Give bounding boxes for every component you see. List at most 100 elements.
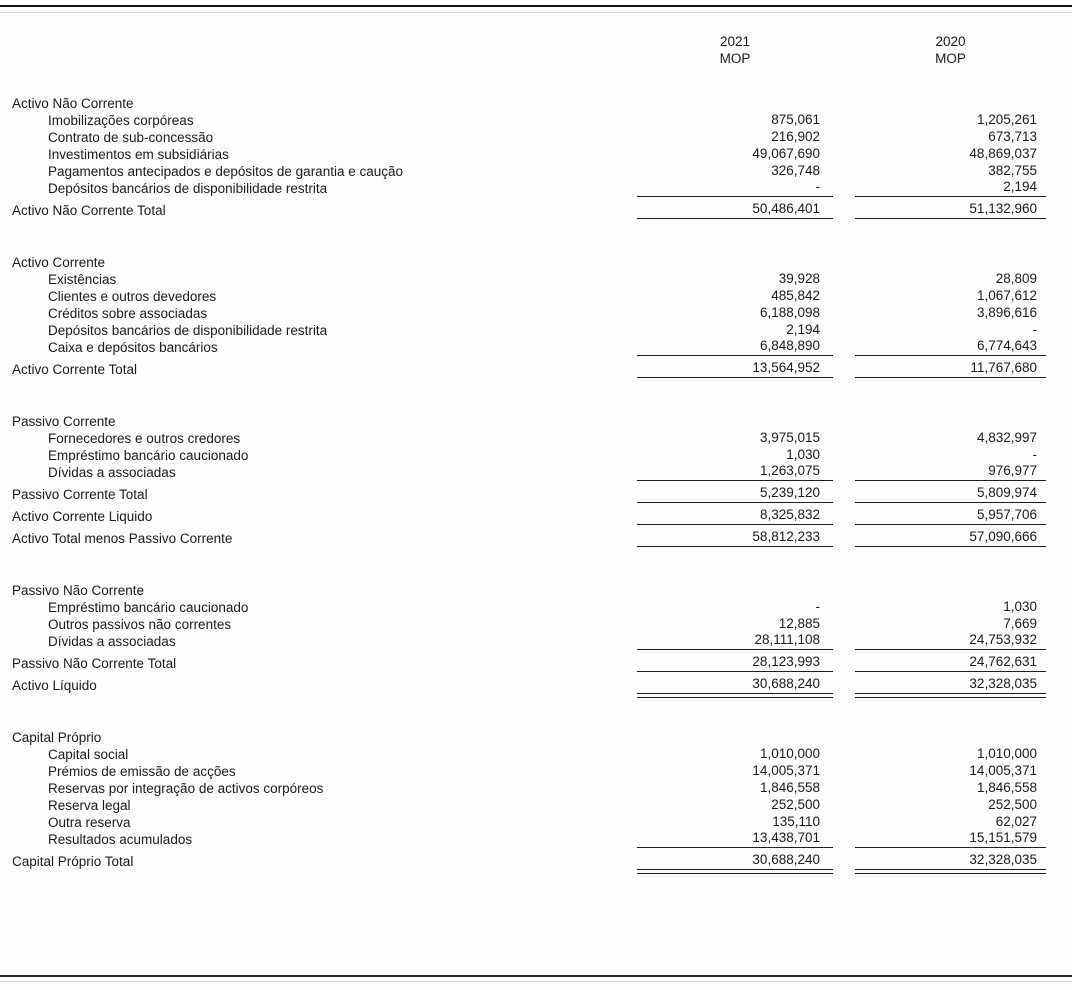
line-item-row: Depósitos bancários de disponibilidade r…: [12, 322, 1046, 339]
value-2021: 216,902: [771, 129, 820, 144]
value-2021: 30,688,240: [637, 676, 833, 698]
total-row: Capital Próprio Total 30,688,240 32,328,03…: [12, 852, 1046, 874]
total-row: Activo Total menos Passivo Corrente 58,81…: [12, 529, 1046, 547]
section-header-row: Capital Próprio: [12, 729, 1046, 746]
value-2020: 1,030: [1003, 599, 1037, 614]
value-2020: 57,090,666: [855, 529, 1046, 547]
line-item-row: Empréstimo bancário caucionado 1,030 -: [12, 447, 1046, 464]
row-label: Passivo Corrente Total: [12, 487, 148, 502]
line-item-row: Reservas por integração de activos corpó…: [12, 780, 1046, 797]
spacer-row: [12, 382, 1046, 413]
row-label: Capital Próprio Total: [12, 854, 134, 869]
bottom-border-shadow-line: [0, 981, 1072, 982]
row-label: Clientes e outros devedores: [48, 289, 217, 304]
row-label: Resultados acumulados: [48, 832, 193, 847]
top-border-shadow-line: [0, 12, 1072, 13]
value-2021: 875,061: [771, 112, 820, 127]
line-item-row: Resultados acumulados 13,438,701 15,151,57…: [12, 830, 1046, 848]
value-2021: 30,688,240: [637, 852, 833, 874]
value-2020: 1,846,558: [976, 780, 1037, 795]
row-label: Passivo Não Corrente: [12, 583, 145, 598]
table-rows: Activo Não Corrente Imobilizações corpóre…: [12, 95, 1046, 874]
value-2021: 1,010,000: [759, 746, 820, 761]
value-2020: 14,005,371: [969, 763, 1037, 778]
value-2021: -: [637, 179, 833, 197]
row-label: Pagamentos antecipados e depósitos de ga…: [48, 164, 404, 179]
value-2020: 6,774,643: [855, 338, 1046, 356]
value-2021: 326,748: [771, 163, 820, 178]
total-row: Passivo Não Corrente Total 28,123,993 24,7…: [12, 654, 1046, 672]
line-item-row: Caixa e depósitos bancários 6,848,890 6,77…: [12, 338, 1046, 356]
total-row: Activo Corrente Total 13,564,952 11,767,68…: [12, 360, 1046, 378]
statement-table: 2021 MOP 2020 MOP Activo Não Corrente Imo…: [12, 33, 1046, 874]
row-label: Investimentos em subsidiárias: [48, 147, 229, 162]
value-2021: 2,194: [786, 322, 820, 337]
value-2021: 3,975,015: [759, 430, 820, 445]
value-2021: 14,005,371: [752, 763, 820, 778]
row-label: Activo Total menos Passivo Corrente: [12, 531, 233, 546]
col-2020-year: 2020: [935, 34, 966, 49]
col-2020-currency: MOP: [935, 51, 966, 66]
column-headers-row: 2021 MOP 2020 MOP: [12, 33, 1046, 67]
line-item-row: Pagamentos antecipados e depósitos de ga…: [12, 163, 1046, 180]
line-item-row: Depósitos bancários de disponibilidade r…: [12, 179, 1046, 197]
line-item-row: Créditos sobre associadas 6,188,098 3,896,…: [12, 305, 1046, 322]
row-label: Outra reserva: [48, 815, 131, 830]
row-label: Activo Corrente Total: [12, 362, 138, 377]
line-item-row: Reserva legal 252,500 252,500: [12, 797, 1046, 814]
spacer-row: [12, 223, 1046, 254]
row-label: Outros passivos não correntes: [48, 617, 232, 632]
value-2020: 24,762,631: [855, 654, 1046, 672]
value-2020: 24,753,932: [855, 632, 1046, 650]
line-item-row: Fornecedores e outros credores 3,975,015 4…: [12, 430, 1046, 447]
row-label: Contrato de sub-concessão: [48, 130, 214, 145]
row-label: Passivo Corrente: [12, 414, 116, 429]
col-2021-year: 2021: [719, 34, 751, 49]
total-row: Activo Não Corrente Total 50,486,401 51,13…: [12, 201, 1046, 219]
line-item-row: Clientes e outros devedores 485,842 1,067,…: [12, 288, 1046, 305]
value-2020: 32,328,035: [855, 852, 1046, 874]
spacer-row: [12, 698, 1046, 729]
value-2020: 32,328,035: [855, 676, 1046, 698]
line-item-row: Outra reserva 135,110 62,027: [12, 814, 1046, 831]
row-label: Imobilizações corpóreas: [48, 113, 194, 128]
value-2021: 28,123,993: [637, 654, 833, 672]
value-2020: 252,500: [988, 797, 1037, 812]
row-label: Empréstimo bancário caucionado: [48, 600, 249, 615]
value-2020: 62,027: [995, 814, 1037, 829]
value-2020: 48,869,037: [969, 146, 1037, 161]
value-2020: 7,669: [1003, 616, 1037, 631]
line-item-row: Imobilizações corpóreas 875,061 1,205,261: [12, 112, 1046, 129]
value-2021: 1,263,075: [637, 463, 833, 481]
row-label: Capital Próprio: [12, 730, 102, 745]
value-2020: -: [1032, 322, 1038, 337]
value-2021: 1,030: [786, 447, 820, 462]
value-2020: 3,896,616: [976, 305, 1037, 320]
value-2021: -: [815, 599, 821, 614]
line-item-row: Prémios de emissão de acções 14,005,371 14…: [12, 763, 1046, 780]
value-2020: 1,010,000: [976, 746, 1037, 761]
row-label: Depósitos bancários de disponibilidade r…: [48, 323, 328, 338]
value-2020: 2,194: [855, 179, 1046, 197]
value-2020: 976,977: [855, 463, 1046, 481]
section-header-row: Activo Não Corrente: [12, 95, 1046, 112]
spacer-row: [12, 551, 1046, 582]
value-2021: 12,885: [778, 616, 820, 631]
value-2021: 28,111,108: [637, 632, 833, 650]
row-label: Passivo Não Corrente Total: [12, 656, 177, 671]
line-item-row: Investimentos em subsidiárias 49,067,690 4…: [12, 146, 1046, 163]
col-2021-currency: MOP: [719, 51, 751, 66]
row-label: Dívidas a associadas: [48, 465, 176, 480]
value-2021: 58,812,233: [637, 529, 833, 547]
value-2020: 5,957,706: [855, 507, 1046, 525]
row-label: Empréstimo bancário caucionado: [48, 448, 249, 463]
total-row: Activo Corrente Liquido 8,325,832 5,957,70…: [12, 507, 1046, 525]
value-2021: 5,239,120: [637, 485, 833, 503]
value-2021: 6,188,098: [759, 305, 820, 320]
total-row: Activo Líquido 30,688,240 32,328,035: [12, 676, 1046, 698]
value-2021: 1,846,558: [759, 780, 820, 795]
row-label: Activo Líquido: [12, 678, 97, 693]
value-2020: 5,809,974: [855, 485, 1046, 503]
row-label: Existências: [48, 272, 117, 287]
